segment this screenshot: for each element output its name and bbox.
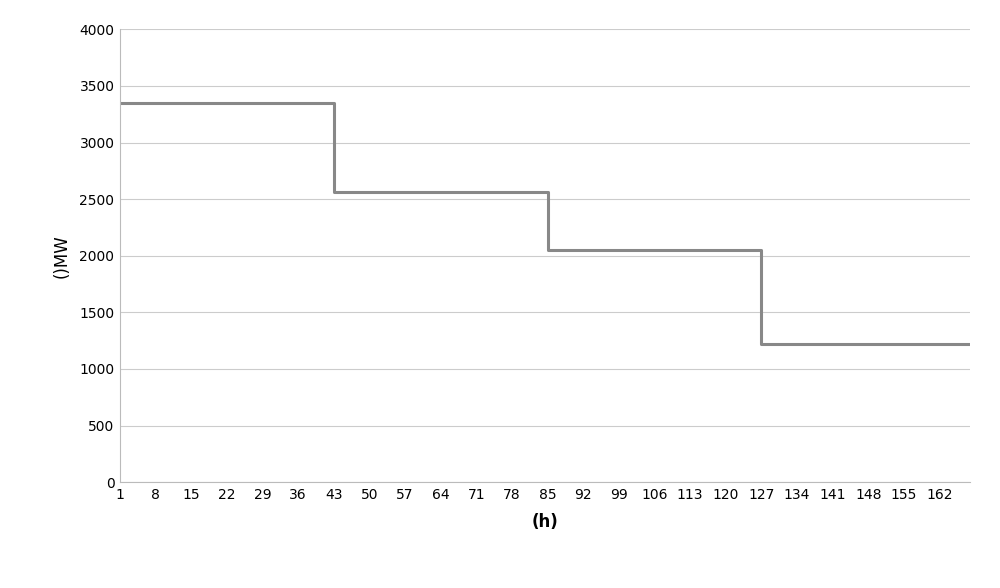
Y-axis label: ()MW: ()MW <box>53 234 71 278</box>
X-axis label: (h): (h) <box>532 513 558 531</box>
